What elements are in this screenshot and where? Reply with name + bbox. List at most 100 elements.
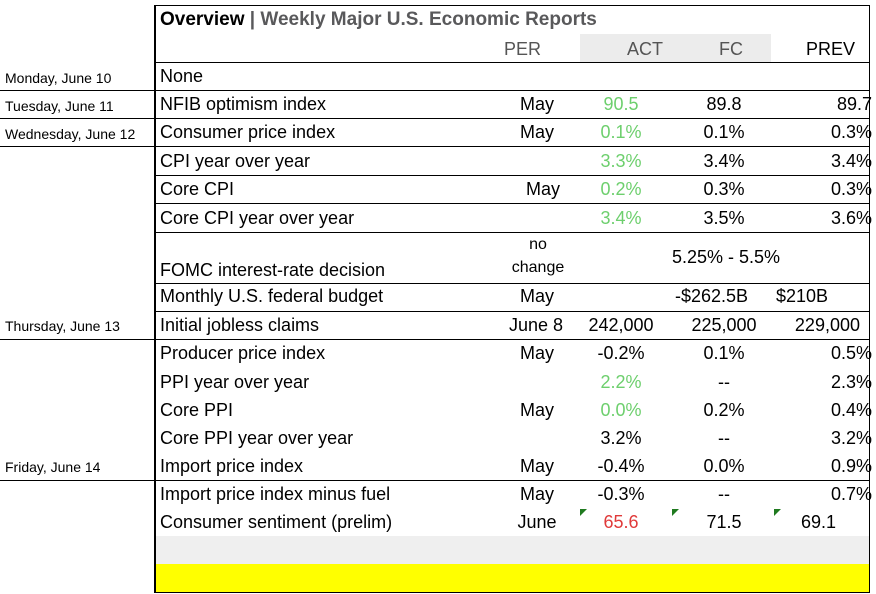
title-subtitle: Weekly Major U.S. Economic Reports [260, 9, 597, 30]
period: May [519, 286, 554, 306]
comment-flag-icon[interactable] [774, 509, 781, 516]
forecast-value: 0.1% [703, 343, 745, 363]
row-divider [154, 283, 870, 284]
actual-value: 65.6 [603, 512, 639, 532]
period-line-2: change [511, 259, 565, 276]
table-row: Consumer price index May 0.1% 0.1% 0.3% [156, 122, 872, 146]
table-row: Core CPI May 0.2% 0.3% 0.3% [156, 179, 872, 203]
report-name: FOMC interest-rate decision [160, 260, 386, 280]
row-divider [154, 146, 870, 147]
forecast-value: -- [718, 484, 730, 504]
previous-value: 2.3% [830, 372, 872, 392]
previous-value: 0.9% [830, 456, 872, 476]
report-name: Import price index [160, 456, 304, 476]
row-divider [154, 232, 870, 233]
previous-value: 0.4% [830, 400, 872, 420]
actual-value: -0.3% [597, 484, 645, 504]
table-row: Import price index May -0.4% 0.0% 0.9% [156, 456, 872, 480]
report-name: Producer price index [160, 343, 326, 363]
table-row: Core CPI year over year 3.4% 3.5% 3.6% [156, 208, 872, 232]
previous-value: 229,000 [794, 315, 860, 335]
actual-value: 0.1% [600, 122, 642, 142]
actual-value: 242,000 [588, 315, 654, 335]
title-separator: | [249, 9, 256, 30]
table-border-top [154, 5, 870, 6]
row-divider [154, 480, 870, 481]
row-divider [154, 90, 870, 91]
rate-decision-value: 5.25% - 5.5% [672, 247, 781, 267]
day-label-wednesday: Wednesday, June 12 [5, 126, 136, 142]
table-row: FOMC interest-rate decision no change 5.… [156, 233, 869, 283]
header-fc: FC [719, 39, 743, 59]
day-divider [0, 118, 155, 119]
report-name: Monthly U.S. federal budget [160, 286, 384, 306]
table-row: Producer price index May -0.2% 0.1% 0.5% [156, 343, 872, 367]
actual-value: 3.3% [600, 151, 642, 171]
report-name: Initial jobless claims [160, 315, 320, 335]
period: June 8 [508, 315, 564, 335]
period: May [519, 456, 554, 476]
table-row: Core PPI year over year 3.2% -- 3.2% [156, 428, 872, 452]
period: May [519, 343, 554, 363]
table-border-left [154, 5, 156, 593]
day-divider [0, 339, 155, 340]
day-divider [0, 146, 155, 147]
forecast-value: 3.5% [703, 208, 745, 228]
title-main: Overview [160, 9, 245, 30]
previous-value: 3.6% [830, 208, 872, 228]
day-label-tuesday: Tuesday, June 11 [5, 98, 114, 114]
period: May [519, 400, 554, 420]
previous-value: 3.2% [830, 428, 872, 448]
table-title: Overview | Weekly Major U.S. Economic Re… [160, 9, 597, 31]
forecast-value: 0.2% [703, 400, 745, 420]
forecast-value: 3.4% [703, 151, 745, 171]
day-label-thursday: Thursday, June 13 [5, 318, 120, 334]
forecast-value: -- [718, 428, 730, 448]
comment-flag-icon[interactable] [672, 509, 679, 516]
actual-value: 0.0% [600, 400, 642, 420]
period: May [519, 94, 554, 114]
day-divider [0, 90, 155, 91]
row-divider [154, 118, 870, 119]
report-name: Import price index minus fuel [160, 484, 391, 504]
previous-value: $210B [776, 286, 829, 306]
forecast-value: 0.1% [703, 122, 745, 142]
actual-value: 3.2% [600, 428, 642, 448]
day-divider [0, 480, 155, 481]
previous-value: 0.3% [830, 122, 872, 142]
period: May [525, 179, 560, 199]
report-name: Consumer price index [160, 122, 336, 142]
header-shade [580, 34, 771, 62]
report-name: Core CPI year over year [160, 208, 355, 228]
day-label-friday: Friday, June 14 [5, 459, 101, 475]
table-border-bottom [154, 592, 870, 593]
previous-value: 3.4% [830, 151, 872, 171]
actual-value: 2.2% [600, 372, 642, 392]
table-row: Consumer sentiment (prelim) June 65.6 71… [156, 509, 869, 536]
blank-row [156, 536, 869, 564]
row-divider [154, 311, 870, 312]
previous-value: 0.5% [830, 343, 872, 363]
actual-value: 3.4% [600, 208, 642, 228]
actual-value: -0.2% [597, 343, 645, 363]
row-divider [154, 339, 870, 340]
period: May [519, 484, 554, 504]
table-border-right [869, 5, 870, 593]
actual-value: -0.4% [597, 456, 645, 476]
previous-value: 69.1 [800, 512, 836, 532]
previous-value: 89.7 [836, 94, 872, 114]
actual-value: 90.5 [603, 94, 639, 114]
report-name: Core PPI year over year [160, 428, 354, 448]
report-name: PPI year over year [160, 372, 310, 392]
report-name: NFIB optimism index [160, 94, 327, 114]
table-row: CPI year over year 3.3% 3.4% 3.4% [156, 151, 872, 175]
previous-value: 0.7% [830, 484, 872, 504]
row-divider [154, 203, 870, 204]
forecast-value: -$262.5B [675, 286, 749, 306]
period: May [519, 122, 554, 142]
report-name: Core CPI [160, 179, 235, 199]
report-name: Consumer sentiment (prelim) [160, 512, 393, 532]
highlight-row [156, 564, 869, 592]
table-row: NFIB optimism index May 90.5 89.8 89.7 [156, 94, 872, 118]
comment-flag-icon[interactable] [580, 509, 587, 516]
